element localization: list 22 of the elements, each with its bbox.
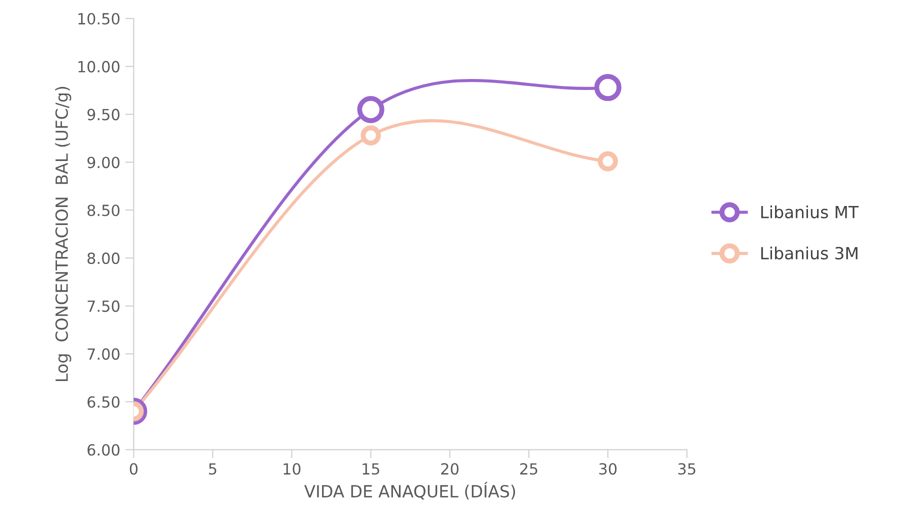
x-tick-label: 10 bbox=[284, 463, 300, 475]
x-tick-label: 5 bbox=[209, 463, 216, 475]
y-tick-label: 8.50 bbox=[88, 204, 120, 216]
y-tick-label: 10.50 bbox=[78, 12, 120, 25]
y-tick-label: 6.50 bbox=[88, 396, 120, 408]
y-axis-title: Log CONCENTRACION BAL (UFC/g) bbox=[55, 86, 72, 382]
y-tick-label: 6.00 bbox=[88, 444, 120, 456]
legend-label: Libanius 3M bbox=[761, 246, 858, 260]
y-tick-label: 9.00 bbox=[87, 156, 120, 168]
x-tick-label: 0 bbox=[130, 463, 138, 475]
x-axis-title: VIDA DE ANAQUEL (DÍAS) bbox=[304, 482, 516, 500]
y-tick-label: 9.50 bbox=[87, 108, 120, 120]
y-tick-label: 7.00 bbox=[88, 348, 120, 360]
y-tick-label: 7.50 bbox=[88, 300, 120, 312]
x-tick-label: 25 bbox=[520, 463, 538, 475]
x-tick-label: 30 bbox=[599, 463, 617, 475]
y-tick-label: 10.00 bbox=[78, 60, 120, 72]
x-tick-label: 15 bbox=[362, 463, 380, 475]
x-tick-label: 20 bbox=[441, 463, 459, 475]
x-tick-label: 35 bbox=[678, 463, 696, 475]
legend-label: Libanius MT bbox=[761, 205, 859, 218]
y-tick-label: 8.00 bbox=[88, 252, 120, 264]
